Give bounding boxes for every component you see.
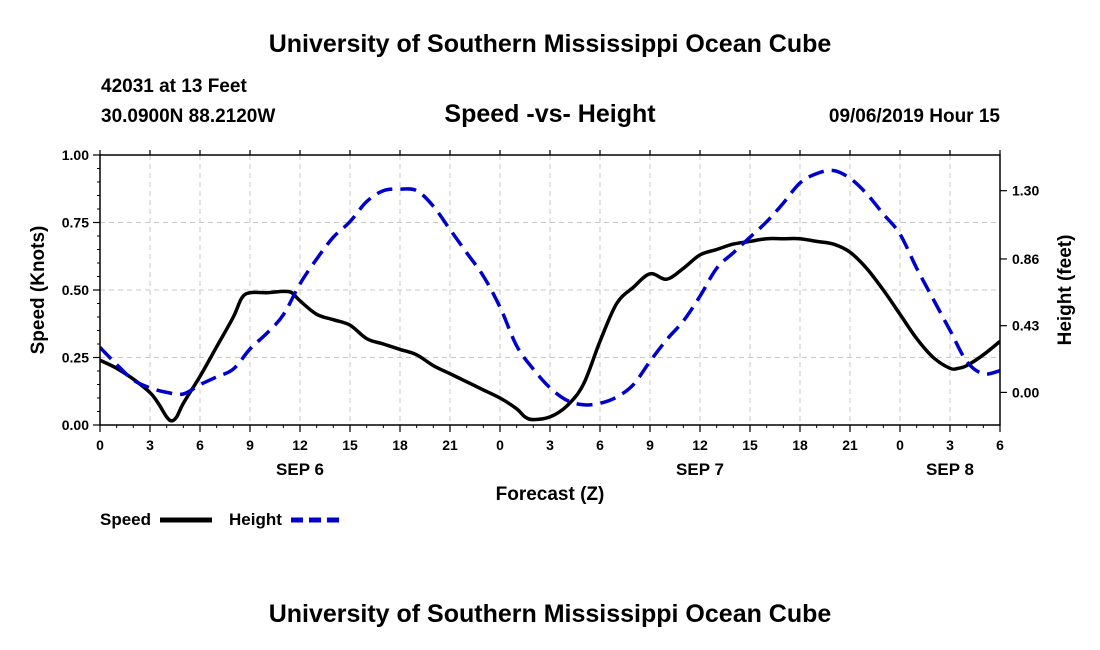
x-tick-label: 18: [792, 437, 808, 453]
x-tick-label: 12: [692, 437, 708, 453]
x-axis-title: Forecast (Z): [496, 484, 605, 505]
footer-title: University of Southern Mississippi Ocean…: [268, 600, 832, 628]
x-tick-label: 15: [342, 437, 358, 453]
label-layer: 0 3 6 9 12 15 18 21 0 3 6 9 12 15 18 21 0 3 6 0.00 0.25 0.50 0…: [62, 147, 1040, 479]
x-tick-label: 15: [742, 437, 758, 453]
legend-height-label: Height: [229, 510, 282, 529]
series-layer: [100, 168, 1000, 423]
x-tick-label: 6: [996, 437, 1004, 453]
x-tick-label: 18: [392, 437, 408, 453]
legend: Speed Height: [100, 510, 343, 529]
x-tick-label: 3: [946, 437, 954, 453]
y2-tick-label: 1.30: [1012, 183, 1039, 199]
speed-series-line: [100, 236, 1000, 423]
date-label: SEP 8: [926, 460, 974, 479]
chart-title: Speed -vs- Height: [444, 100, 656, 128]
y2-axis-title: Height (feet): [1055, 235, 1076, 346]
tick-layer: [93, 150, 1007, 432]
station-label: 42031 at 13 Feet: [101, 76, 247, 97]
y2-tick-label: 0.86: [1012, 251, 1039, 267]
x-tick-label: 12: [292, 437, 308, 453]
x-tick-label: 0: [96, 437, 104, 453]
x-tick-label: 0: [496, 437, 504, 453]
y-tick-label: 0.75: [62, 215, 89, 231]
y2-tick-label: 0.43: [1012, 318, 1039, 334]
x-tick-label: 6: [596, 437, 604, 453]
page-title: University of Southern Mississippi Ocean…: [268, 30, 832, 58]
y2-tick-label: 0.00: [1012, 384, 1039, 400]
x-tick-label: 21: [442, 437, 458, 453]
x-tick-label: 9: [646, 437, 654, 453]
coordinates-label: 30.0900N 88.2120W: [101, 106, 276, 127]
x-tick-label: 3: [546, 437, 554, 453]
x-tick-label: 9: [246, 437, 254, 453]
y-axis-title: Speed (Knots): [28, 226, 49, 355]
legend-speed-label: Speed: [100, 510, 151, 529]
x-tick-label: 0: [896, 437, 904, 453]
height-series-line: [100, 168, 1000, 407]
y-tick-label: 0.50: [62, 282, 89, 298]
date-label: SEP 7: [676, 460, 724, 479]
x-tick-label: 3: [146, 437, 154, 453]
x-tick-label: 6: [196, 437, 204, 453]
x-tick-label: 21: [842, 437, 858, 453]
y-tick-label: 0.00: [62, 417, 89, 433]
y-tick-label: 0.25: [62, 350, 89, 366]
date-label: SEP 6: [276, 460, 324, 479]
datetime-label: 09/06/2019 Hour 15: [828, 106, 1000, 127]
grid-layer: [100, 155, 1000, 425]
y-tick-label: 1.00: [62, 147, 89, 163]
